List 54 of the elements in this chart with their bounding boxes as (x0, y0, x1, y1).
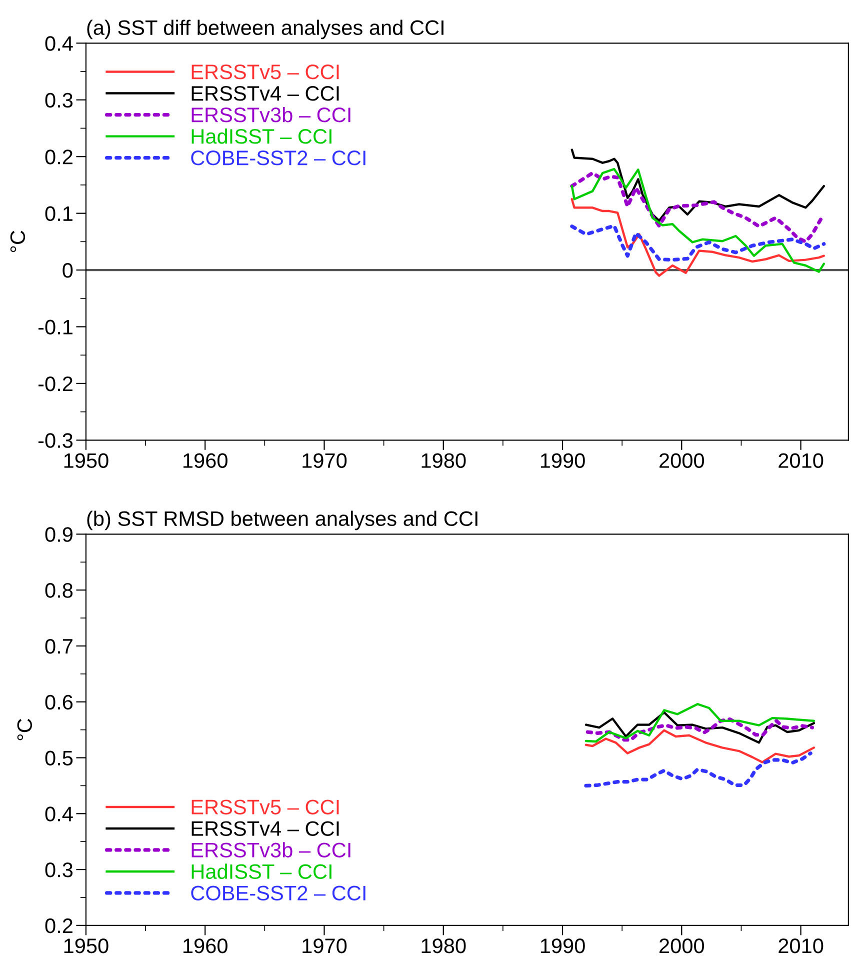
legend-label: COBE-SST2 – CCI (191, 150, 366, 166)
y-tick-label: 0 (62, 263, 73, 278)
x-tick-label: 1960 (184, 938, 228, 954)
y-axis-title: °C (10, 230, 26, 252)
line-series (584, 751, 812, 788)
x-tick-label: 1990 (540, 453, 585, 468)
legend-label: HadISST – CCI (192, 128, 332, 144)
y-tick-label: 0.2 (45, 918, 72, 934)
x-tick-label: 1970 (302, 453, 347, 468)
y-tick-label: 0.9 (45, 527, 72, 542)
legend-label: ERSSTv3b – CCI (192, 842, 350, 858)
line-series (584, 729, 816, 764)
y-tick-label: 0.1 (45, 206, 72, 222)
line-series (570, 168, 826, 273)
legend-label: ERSSTv4 – CCI (192, 821, 339, 836)
line-series (570, 224, 826, 262)
y-tick-label: -0.2 (38, 376, 72, 392)
x-tick-label: 2010 (778, 938, 824, 954)
y-tick-label: 0.4 (45, 36, 73, 51)
y-tick-label: 0.5 (45, 750, 73, 766)
y-tick-label: -0.1 (38, 320, 72, 334)
line-series (570, 148, 826, 222)
chart-title: (a) SST diff between analyses and CCI (87, 20, 444, 40)
x-tick-label: 1950 (64, 453, 108, 468)
legend-label: COBE-SST2 – CCI (191, 886, 366, 900)
y-tick-label: 0.3 (45, 92, 73, 108)
x-tick-label: 2000 (660, 938, 704, 954)
legend-label: ERSSTv3b – CCI (192, 106, 350, 122)
legend-label: ERSSTv5 – CCI (192, 800, 339, 814)
legend-label: HadISST – CCI (192, 864, 332, 879)
x-tick-label: 1980 (422, 938, 466, 954)
line-series (584, 711, 816, 744)
line-series (570, 198, 826, 277)
x-tick-label: 1960 (184, 453, 228, 468)
y-tick-label: 0.6 (45, 694, 73, 710)
legend-label: ERSSTv4 – CCI (192, 86, 339, 101)
x-tick-label: 1980 (422, 453, 466, 468)
y-tick-label: 0.8 (45, 583, 73, 598)
legend-label: ERSSTv5 – CCI (192, 64, 339, 80)
x-tick-label: 1950 (64, 938, 108, 954)
line-series (586, 717, 814, 742)
y-tick-label: 0.7 (45, 638, 72, 654)
x-tick-label: 1970 (302, 938, 347, 954)
x-tick-label: 2000 (660, 453, 704, 468)
y-axis-title: °C (17, 718, 32, 740)
y-tick-label: 0.3 (45, 862, 73, 878)
chart-title: (b) SST RMSD between analyses and CCI (87, 510, 478, 530)
line-series (570, 171, 824, 244)
y-tick-label: 0.2 (45, 150, 72, 164)
x-tick-label: 1990 (540, 938, 585, 954)
y-tick-label: -0.3 (38, 433, 73, 448)
y-tick-label: 0.4 (45, 806, 73, 822)
line-series (584, 702, 816, 743)
x-tick-label: 2010 (778, 453, 824, 468)
